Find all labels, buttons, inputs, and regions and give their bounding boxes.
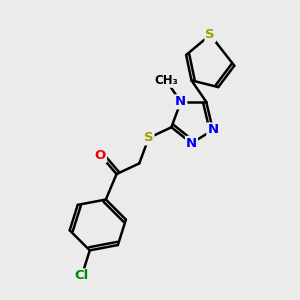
Text: S: S <box>144 131 154 145</box>
Text: N: N <box>175 95 186 108</box>
Text: N: N <box>186 137 197 150</box>
Text: CH₃: CH₃ <box>154 74 178 87</box>
Text: Cl: Cl <box>75 269 89 282</box>
Text: O: O <box>95 149 106 162</box>
Text: S: S <box>206 28 215 41</box>
Text: N: N <box>207 123 218 136</box>
